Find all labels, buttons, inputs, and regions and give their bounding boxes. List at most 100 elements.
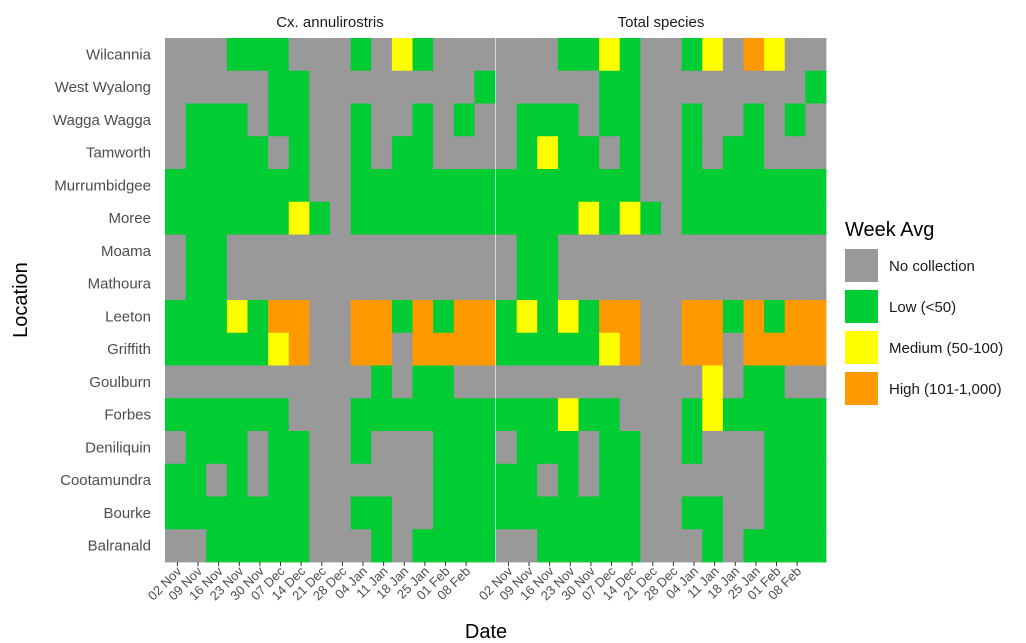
heatmap-cell <box>681 496 703 530</box>
legend-swatch <box>845 331 878 364</box>
legend: Week Avg No collection Low (<50) Medium (5… <box>845 219 1003 405</box>
heatmap-cell <box>412 267 434 301</box>
heatmap-cell <box>640 234 662 268</box>
heatmap-cell <box>288 38 310 72</box>
heatmap-cell <box>722 38 744 72</box>
y-tick-label: Moree <box>108 210 151 227</box>
heatmap-cell <box>433 136 455 170</box>
heatmap-cell <box>268 431 290 465</box>
heatmap-cell <box>557 529 579 563</box>
heatmap-cell <box>784 70 806 104</box>
heatmap-cell <box>784 38 806 72</box>
heatmap-cell <box>496 267 518 301</box>
legend-label: No collection <box>889 258 975 275</box>
heatmap-cell <box>496 463 518 497</box>
heatmap-cell <box>165 496 187 530</box>
heatmap-cell <box>288 529 310 563</box>
heatmap-cell <box>453 529 475 563</box>
heatmap-cell <box>722 300 744 334</box>
y-tick-label: Murrumbidgee <box>54 177 151 194</box>
heatmap-cell <box>599 103 621 137</box>
heatmap-cell <box>391 38 413 72</box>
heatmap-cell <box>702 234 724 268</box>
panel-title: Cx. annulirostris <box>276 14 384 31</box>
heatmap-cell <box>309 70 331 104</box>
heatmap-cell <box>764 529 786 563</box>
heatmap-cell <box>412 529 434 563</box>
x-axis-title: Date <box>465 621 507 643</box>
heatmap-cell <box>371 267 393 301</box>
heatmap-cell <box>474 463 496 497</box>
heatmap-cell <box>474 38 496 72</box>
legend-label: Low (<50) <box>889 299 956 316</box>
heatmap-cell <box>496 201 518 235</box>
heatmap-cell <box>784 463 806 497</box>
heatmap-cell <box>640 103 662 137</box>
heatmap-cell <box>784 234 806 268</box>
heatmap-cell <box>268 169 290 203</box>
heatmap-cell <box>371 201 393 235</box>
heatmap-cell <box>722 136 744 170</box>
heatmap-cell <box>619 431 641 465</box>
heatmap-cell <box>619 398 641 432</box>
heatmap-cell <box>681 267 703 301</box>
heatmap-cell <box>805 496 827 530</box>
heatmap-cell <box>350 234 372 268</box>
heatmap-cell <box>309 431 331 465</box>
heatmap-cell <box>391 529 413 563</box>
heatmap-cell <box>206 398 228 432</box>
heatmap-cell <box>805 332 827 366</box>
legend-swatch <box>845 290 878 323</box>
heatmap-cell <box>268 463 290 497</box>
heatmap-cell <box>496 169 518 203</box>
heatmap-cell <box>412 234 434 268</box>
heatmap-cell <box>764 201 786 235</box>
heatmap-cell <box>599 136 621 170</box>
heatmap-cell <box>165 201 187 235</box>
heatmap-cell <box>185 398 207 432</box>
heatmap-cell <box>350 300 372 334</box>
heatmap-cell <box>764 332 786 366</box>
heatmap-cell <box>681 169 703 203</box>
heatmap-cell <box>537 463 559 497</box>
heatmap-cell <box>185 496 207 530</box>
heatmap-cell <box>496 234 518 268</box>
heatmap-cell <box>805 234 827 268</box>
heatmap-cell <box>743 431 765 465</box>
heatmap-cell <box>784 300 806 334</box>
heatmap-cell <box>516 38 538 72</box>
heatmap-cell <box>599 496 621 530</box>
heatmap-cell <box>764 70 786 104</box>
heatmap-cell <box>557 234 579 268</box>
heatmap-cell <box>206 38 228 72</box>
heatmap-cell <box>165 103 187 137</box>
heatmap-cell <box>702 169 724 203</box>
heatmap-cell <box>722 169 744 203</box>
heatmap-cell <box>288 300 310 334</box>
heatmap-cell <box>557 496 579 530</box>
heatmap-cell <box>330 38 352 72</box>
heatmap-cell <box>268 365 290 399</box>
heatmap-cell <box>206 70 228 104</box>
heatmap-cell <box>226 103 248 137</box>
heatmap-cell <box>496 38 518 72</box>
heatmap-cell <box>681 234 703 268</box>
heatmap-cell <box>185 201 207 235</box>
y-tick-label: Wilcannia <box>86 46 152 63</box>
heatmap-cell <box>496 398 518 432</box>
heatmap-cell <box>309 103 331 137</box>
heatmap-cell <box>537 529 559 563</box>
heatmap-cell <box>805 103 827 137</box>
heatmap-cell <box>743 300 765 334</box>
heatmap-cell <box>453 70 475 104</box>
heatmap-cell <box>412 136 434 170</box>
heatmap-cell <box>516 529 538 563</box>
heatmap-cell <box>206 201 228 235</box>
heatmap-cell <box>268 234 290 268</box>
heatmap-cell <box>537 103 559 137</box>
heatmap-cell <box>309 529 331 563</box>
heatmap-cell <box>433 70 455 104</box>
heatmap-cell <box>661 300 683 334</box>
heatmap-cell <box>268 496 290 530</box>
